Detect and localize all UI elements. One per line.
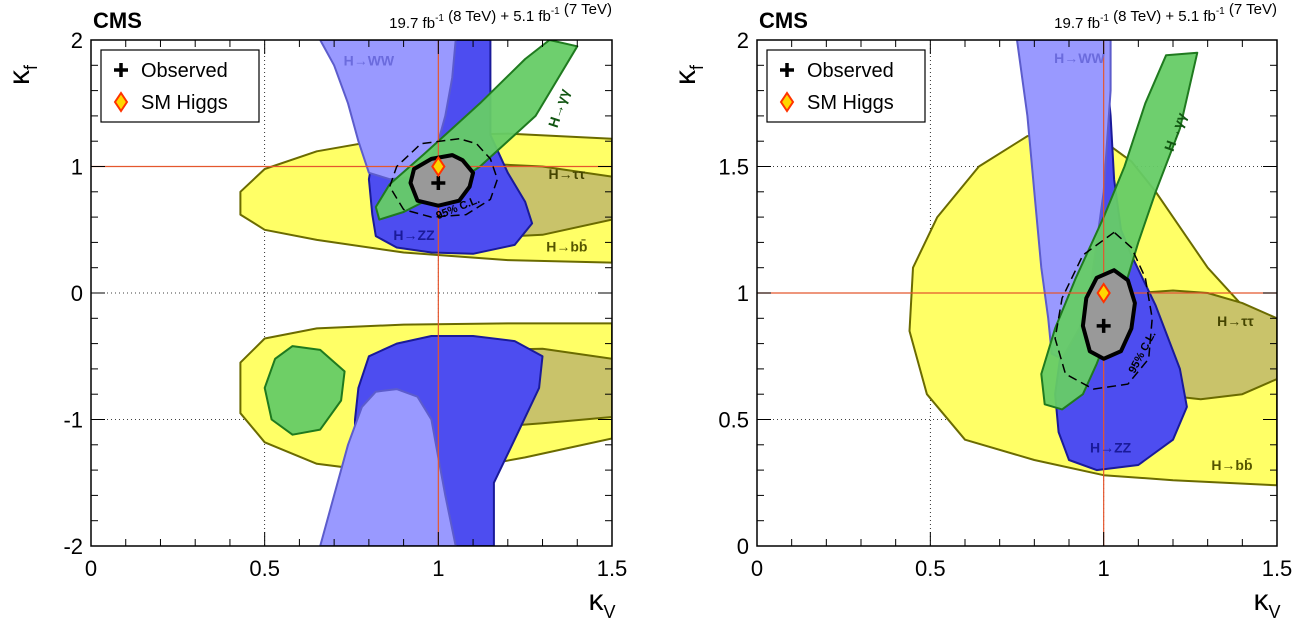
- contour-68: [408, 153, 476, 208]
- legend-box: [766, 49, 926, 123]
- band-label: H→bb̄: [546, 238, 587, 255]
- band-label: H→ZZ: [1090, 439, 1132, 455]
- observed-marker: [1096, 318, 1111, 333]
- observed-marker: [431, 175, 446, 190]
- band-label: H→ττ: [549, 166, 586, 182]
- y-tick-label: 2: [737, 28, 749, 53]
- x-axis-label: κV: [1253, 584, 1280, 618]
- y-tick-label: 2: [71, 28, 83, 53]
- band-label: H→ZZ: [393, 227, 435, 243]
- experiment-label: CMS: [93, 8, 142, 33]
- band-label: H→WW: [344, 52, 395, 68]
- x-tick-label: 0.5: [249, 556, 280, 581]
- x-tick-label: 1.5: [1262, 556, 1293, 581]
- x-tick-label: 0.5: [915, 556, 946, 581]
- legend-observed-label: Observed: [141, 60, 228, 82]
- legend-sm-marker: [779, 91, 795, 113]
- y-axis-label: κf: [669, 64, 707, 85]
- contour-95: [1054, 231, 1153, 390]
- experiment-label: CMS: [759, 8, 808, 33]
- sm-higgs-marker: [1096, 282, 1111, 304]
- legend-sm-label: SM Higgs: [807, 92, 894, 114]
- legend-sm-label: SM Higgs: [141, 92, 228, 114]
- band-label: H→ττ: [1217, 313, 1254, 329]
- y-tick-label: 0: [737, 534, 749, 559]
- y-tick-label: 0.5: [718, 408, 749, 433]
- lumi-label: 19.7 fb-1 (8 TeV) + 5.1 fb-1 (7 TeV): [389, 1, 612, 32]
- legend-box: [100, 49, 260, 123]
- legend-observed-marker: [780, 63, 794, 77]
- legend-sm-marker: [113, 91, 129, 113]
- sm-higgs-marker: [431, 155, 446, 178]
- legend-observed-marker: [114, 63, 128, 77]
- band-h: [1040, 51, 1199, 411]
- x-tick-label: 0: [751, 556, 763, 581]
- contour-68: [1080, 268, 1137, 361]
- band-hww: [319, 388, 457, 546]
- x-axis-label: κV: [588, 584, 615, 618]
- y-tick-label: 1: [737, 281, 749, 306]
- legend-observed-label: Observed: [807, 60, 894, 82]
- y-tick-label: -1: [63, 408, 83, 433]
- x-tick-label: 1.5: [597, 556, 628, 581]
- y-tick-label: -2: [63, 534, 83, 559]
- y-tick-label: 1.5: [718, 155, 749, 180]
- x-tick-label: 1: [432, 556, 444, 581]
- lumi-label: 19.7 fb-1 (8 TeV) + 5.1 fb-1 (7 TeV): [1054, 1, 1277, 32]
- band-label: H→WW: [1054, 50, 1105, 66]
- x-tick-label: 0: [85, 556, 97, 581]
- y-tick-label: 0: [71, 281, 83, 306]
- band-label: H→bb̄: [1211, 456, 1252, 473]
- band-h: [263, 345, 346, 436]
- contour-95: [388, 137, 499, 218]
- y-axis-label: κf: [3, 64, 41, 85]
- y-tick-label: 1: [71, 155, 83, 180]
- x-tick-label: 1: [1098, 556, 1110, 581]
